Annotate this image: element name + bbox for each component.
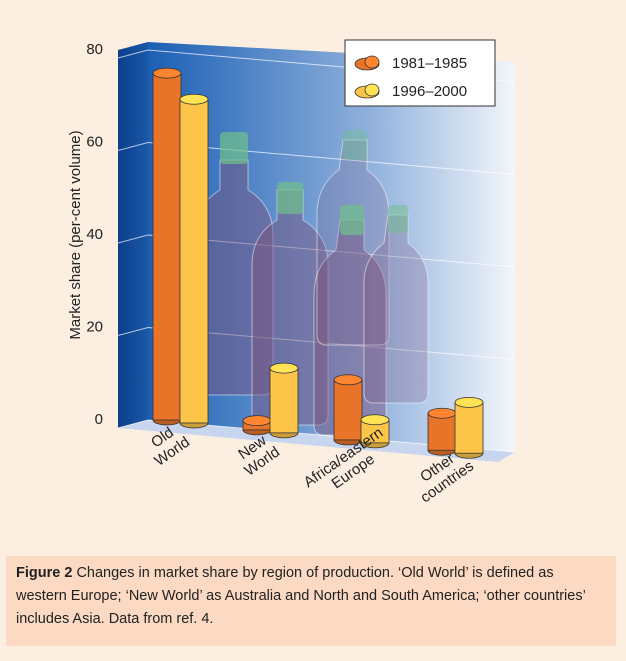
bar-top bbox=[152, 67, 182, 79]
bar-top bbox=[427, 407, 457, 419]
legend-swatch bbox=[364, 83, 380, 97]
bar bbox=[427, 412, 457, 451]
bottle-neck bbox=[220, 130, 408, 235]
grid-line-side bbox=[117, 49, 149, 59]
grid-line-side bbox=[117, 234, 149, 244]
legend-label: 1996–2000 bbox=[392, 83, 467, 100]
y-tick-label: 40 bbox=[86, 226, 103, 243]
grid-line bbox=[147, 234, 516, 268]
bar-top bbox=[242, 415, 272, 427]
floor bbox=[118, 420, 515, 462]
bar-top bbox=[454, 396, 484, 408]
bar bbox=[269, 367, 299, 434]
bar-top bbox=[360, 414, 390, 426]
grid-line bbox=[147, 327, 516, 360]
bar bbox=[454, 401, 484, 454]
grid-line-side bbox=[117, 327, 149, 336]
legend-label: 1981–1985 bbox=[392, 55, 467, 72]
caption-text: Changes in market share by region of pro… bbox=[16, 565, 586, 627]
y-tick-label: 80 bbox=[86, 41, 103, 58]
y-tick-label: 0 bbox=[95, 411, 103, 428]
bar-top bbox=[179, 93, 209, 105]
side-wall bbox=[118, 42, 148, 428]
y-axis-title: Market share (per-cent volume) bbox=[67, 130, 84, 339]
bar bbox=[179, 98, 209, 424]
grid-line-side bbox=[117, 419, 149, 429]
y-tick-label: 60 bbox=[86, 134, 103, 151]
y-tick-label: 20 bbox=[86, 319, 103, 336]
caption-label: Figure 2 bbox=[16, 565, 73, 581]
grid-line-side bbox=[117, 142, 149, 151]
caption: Figure 2 Changes in market share by regi… bbox=[6, 556, 616, 646]
bar-top bbox=[269, 362, 299, 374]
chart: Market share (per-cent volume) 0 20 40 60 80… bbox=[67, 39, 516, 506]
bar-top bbox=[333, 374, 363, 386]
legend-swatch bbox=[364, 55, 380, 69]
bar bbox=[333, 379, 363, 441]
grid-line bbox=[147, 142, 516, 175]
bar bbox=[152, 72, 182, 421]
